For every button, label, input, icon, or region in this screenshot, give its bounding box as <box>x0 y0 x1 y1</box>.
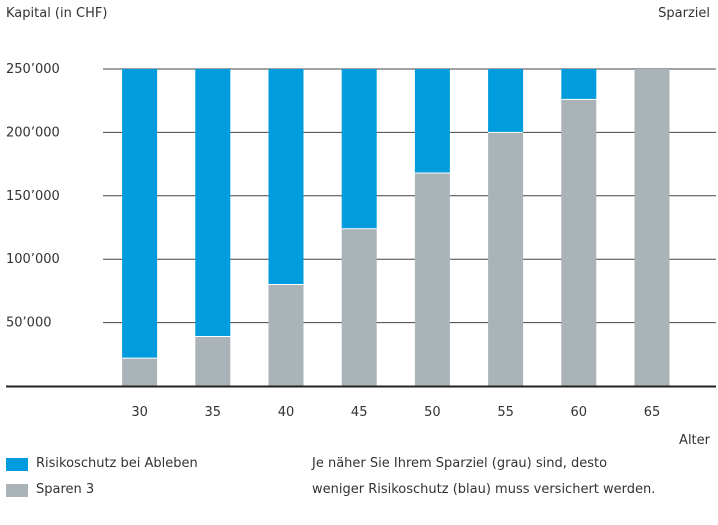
bar-savings <box>195 336 231 386</box>
bar-savings <box>122 358 158 386</box>
y-axis-title: Kapital (in CHF) <box>6 6 108 21</box>
x-axis-title: Alter <box>679 433 710 448</box>
y-tick-label: 200’000 <box>6 125 60 140</box>
y-tick-label: 50’000 <box>6 316 52 331</box>
bar-risk <box>268 69 304 285</box>
legend-label-risk: Risikoschutz bei Ableben <box>36 456 198 471</box>
note-line-1: Je näher Sie Ihrem Sparziel (grau) sind,… <box>312 456 608 471</box>
x-tick-label: 65 <box>644 405 661 420</box>
bar-savings <box>268 284 304 386</box>
legend-swatch-risk <box>6 458 28 471</box>
bar-risk <box>341 69 377 229</box>
bar-savings <box>414 172 450 386</box>
stacked-bar-chart: 50’000 100’000 150’000 200’000 250’000 30 35 40… <box>6 62 716 420</box>
note-line-2: weniger Risikoschutz (blau) muss versich… <box>312 482 656 497</box>
bar-savings <box>634 69 670 386</box>
bar-risk <box>195 69 231 337</box>
x-tick-label: 50 <box>424 405 441 420</box>
y-tick-label: 100’000 <box>6 252 60 267</box>
x-tick-label: 40 <box>278 405 295 420</box>
bar-savings <box>561 99 597 386</box>
x-tick-label: 30 <box>131 405 148 420</box>
bar-risk <box>488 69 524 133</box>
bar-risk <box>414 69 450 173</box>
y-tick-label: 250’000 <box>6 62 60 77</box>
bar-savings <box>341 228 377 386</box>
x-tick-label: 45 <box>351 405 368 420</box>
bar-risk <box>561 69 597 100</box>
x-tick-label: 55 <box>497 405 514 420</box>
legend-swatch-savings <box>6 484 28 497</box>
bar-savings <box>488 132 524 386</box>
y-tick-label: 150’000 <box>6 189 60 204</box>
legend-label-savings: Sparen 3 <box>36 482 95 497</box>
target-label: Sparziel <box>658 6 710 21</box>
x-tick-label: 60 <box>571 405 588 420</box>
bar-risk <box>122 69 158 359</box>
x-tick-label: 35 <box>205 405 222 420</box>
